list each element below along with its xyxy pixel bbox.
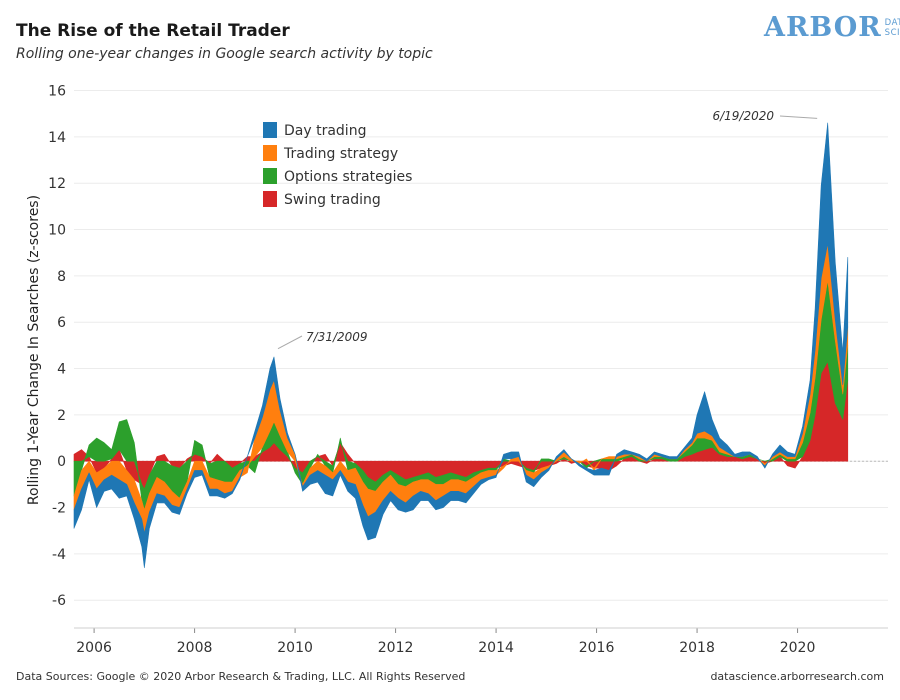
- legend-swatch: [263, 145, 277, 161]
- legend-label: Options strategies: [284, 169, 412, 185]
- x-tick-label: 2020: [780, 640, 816, 656]
- annotations: 7/31/2009 6/19/2020: [277, 109, 818, 350]
- y-tick-label: 10: [48, 223, 66, 239]
- y-tick-label: 6: [57, 315, 66, 331]
- annotation-label: 7/31/2009: [306, 330, 368, 344]
- grid-lines: [74, 90, 888, 601]
- chart-title: The Rise of the Retail Trader: [16, 21, 290, 41]
- arbor-logo: ARBOR DATA SCIENCE: [764, 12, 900, 43]
- logo-subtext: DATA SCIENCE: [885, 18, 900, 38]
- x-tick-label: 2008: [177, 640, 213, 656]
- y-tick-label: 12: [48, 176, 66, 192]
- y-tick-label: 4: [57, 362, 66, 378]
- y-axis-ticks: 16 14 12 10 8 6 4 2 0 -2 -4 -6: [48, 84, 66, 610]
- y-tick-label: 8: [57, 269, 66, 285]
- legend-swatch: [263, 191, 277, 207]
- annotation-leader: [779, 115, 818, 119]
- y-tick-label: 0: [57, 454, 66, 470]
- y-tick-label: 16: [48, 84, 66, 100]
- legend: Day trading Trading strategy Options strat…: [263, 122, 412, 208]
- legend-swatch: [263, 122, 277, 138]
- y-tick-label: 14: [48, 130, 66, 146]
- y-tick-label: -6: [52, 593, 66, 609]
- x-tick-label: 2010: [277, 640, 313, 656]
- x-tick-label: 2016: [579, 640, 615, 656]
- legend-label: Day trading: [284, 123, 366, 139]
- y-axis-label: Rolling 1-Year Change In Searches (z-sco…: [26, 195, 42, 505]
- x-tick-label: 2006: [76, 640, 112, 656]
- footer-sources: Data Sources: Google © 2020 Arbor Resear…: [16, 670, 466, 683]
- logo-sub-line1: DATA: [884, 17, 900, 28]
- footer-website[interactable]: datascience.arborresearch.com: [710, 670, 884, 683]
- x-tick-label: 2014: [478, 640, 514, 656]
- legend-swatch: [263, 168, 277, 184]
- legend-label: Trading strategy: [283, 146, 398, 162]
- x-axis-ticks: 2006 2008 2010 2012 2014 2016 2018 2020: [74, 627, 888, 656]
- logo-wordmark: ARBOR: [764, 12, 882, 43]
- y-tick-label: 2: [57, 408, 66, 424]
- legend-label: Swing trading: [284, 192, 381, 208]
- chart-subtitle: Rolling one-year changes in Google searc…: [16, 46, 433, 62]
- area-day-trading: [73, 122, 849, 569]
- x-tick-label: 2018: [679, 640, 715, 656]
- annotation-leader: [277, 335, 303, 350]
- logo-sub-line2: SCIENCE: [884, 27, 900, 38]
- x-tick-label: 2012: [378, 640, 414, 656]
- series-areas: [73, 122, 849, 569]
- area-swing-trading: [73, 361, 849, 490]
- area-trading-strategy: [73, 243, 849, 534]
- annotation-label: 6/19/2020: [712, 109, 774, 123]
- y-tick-label: -2: [52, 501, 66, 517]
- y-tick-label: -4: [52, 547, 66, 563]
